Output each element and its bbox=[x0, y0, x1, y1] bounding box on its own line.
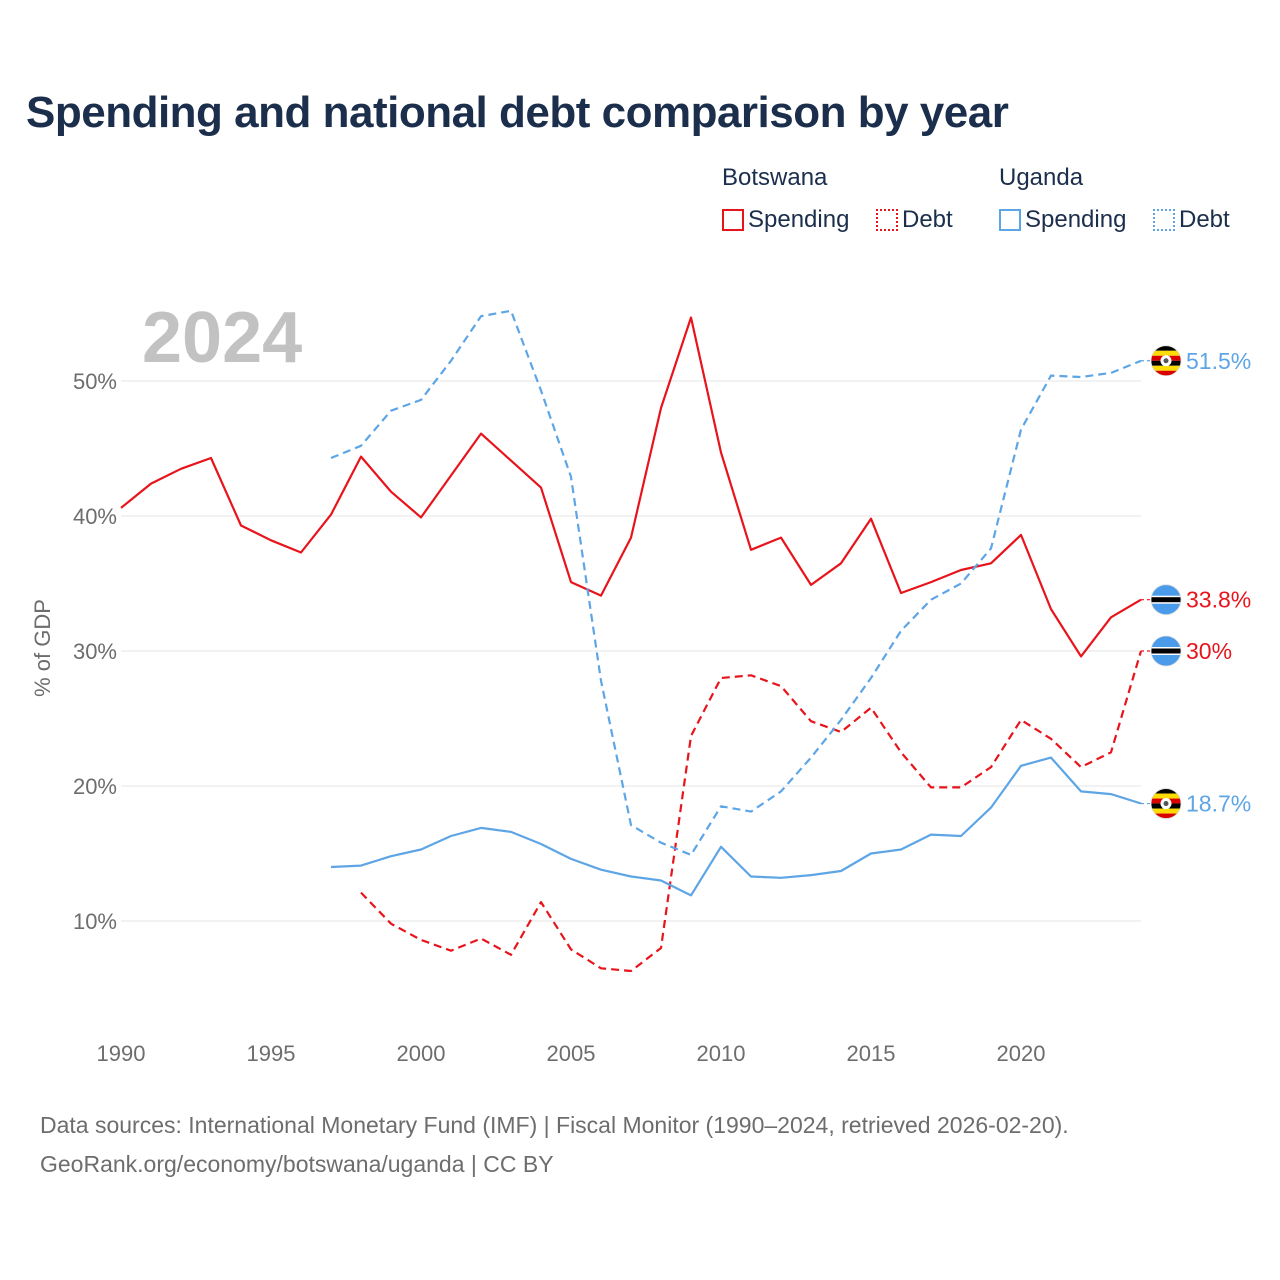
x-tick-label: 2020 bbox=[997, 1041, 1046, 1066]
end-value-label: 30% bbox=[1186, 638, 1232, 664]
series-line-botswana-debt bbox=[360, 650, 1143, 973]
legend-swatch-solid bbox=[722, 209, 744, 231]
legend-group-botswana: Botswana bbox=[722, 164, 828, 191]
legend-item-botswana-debt[interactable]: Debt bbox=[876, 205, 953, 235]
legend-group-uganda: Uganda bbox=[999, 164, 1084, 191]
legend-swatch-dotted bbox=[876, 209, 898, 231]
end-value-label: 51.5% bbox=[1186, 348, 1251, 374]
chart-title: Spending and national debt comparison by… bbox=[26, 88, 1009, 137]
y-tick-label: 50% bbox=[73, 369, 117, 394]
legend-swatch-solid bbox=[999, 209, 1021, 231]
series-line-uganda-spending bbox=[330, 756, 1142, 897]
x-tick-label: 2015 bbox=[847, 1041, 896, 1066]
botswana-flag-icon bbox=[1150, 635, 1182, 667]
legend-item-uganda-spending[interactable]: Spending bbox=[999, 205, 1126, 235]
legend-label: Spending bbox=[748, 206, 850, 233]
credit-link[interactable]: GeoRank.org/economy/botswana/uganda | CC… bbox=[40, 1151, 554, 1177]
uganda-flag-icon bbox=[1150, 345, 1182, 377]
x-tick-label: 2010 bbox=[697, 1041, 746, 1066]
legend-label: Debt bbox=[1179, 206, 1230, 233]
y-tick-label: 10% bbox=[73, 909, 117, 934]
legend-item-uganda-debt[interactable]: Debt bbox=[1153, 205, 1230, 235]
watermark-year: 2024 bbox=[142, 298, 302, 378]
x-tick-label: 2000 bbox=[397, 1041, 446, 1066]
x-tick-label: 2005 bbox=[547, 1041, 596, 1066]
end-value-label: 18.7% bbox=[1186, 791, 1251, 817]
y-axis-label: % of GDP bbox=[30, 599, 55, 697]
end-value-label: 33.8% bbox=[1186, 587, 1251, 613]
y-tick-label: 30% bbox=[73, 639, 117, 664]
legend-label: Spending bbox=[1025, 206, 1127, 233]
legend-label: Debt bbox=[902, 206, 953, 233]
series-line-uganda-debt bbox=[330, 309, 1142, 857]
series-line-botswana-spending bbox=[120, 316, 1142, 658]
footer: Data sources: International Monetary Fun… bbox=[40, 1106, 1069, 1184]
data-source-note: Data sources: International Monetary Fun… bbox=[40, 1112, 1069, 1138]
uganda-flag-icon bbox=[1150, 788, 1182, 819]
x-tick-label: 1995 bbox=[247, 1041, 296, 1066]
y-tick-label: 40% bbox=[73, 504, 117, 529]
y-tick-label: 20% bbox=[73, 774, 117, 799]
legend-item-botswana-spending[interactable]: Spending bbox=[722, 205, 849, 235]
x-tick-label: 1990 bbox=[97, 1041, 146, 1066]
botswana-flag-icon bbox=[1150, 584, 1182, 616]
legend-swatch-dotted bbox=[1153, 209, 1175, 231]
